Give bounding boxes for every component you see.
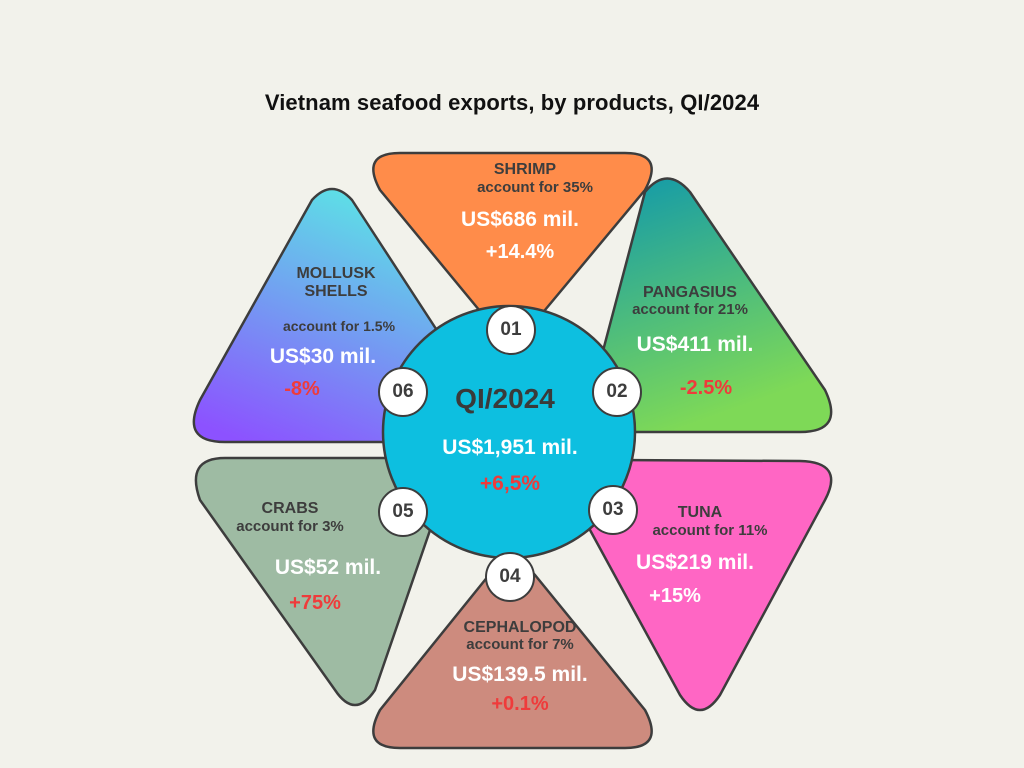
crabs-share: account for 3% — [236, 518, 344, 535]
shrimp-value: US$686 mil. — [461, 208, 579, 231]
infographic-title: Vietnam seafood exports, by products, QI… — [264, 90, 760, 115]
mollusk-name-line2: SHELLS — [304, 283, 368, 300]
mollusk-share: account for 1.5% — [282, 318, 396, 334]
crabs-name: CRABS — [261, 500, 319, 517]
cephalopod-value: US$139.5 mil. — [452, 663, 588, 686]
crabs-value: US$52 mil. — [274, 556, 382, 579]
tuna-name: TUNA — [677, 504, 723, 521]
crabs-change: +75% — [289, 592, 341, 614]
badge-02: 02 — [592, 367, 642, 417]
mollusk-change: -8% — [284, 378, 320, 400]
cephalopod-name: CEPHALOPOD — [463, 619, 577, 636]
shrimp-share: account for 35% — [477, 179, 593, 196]
badge-04: 04 — [485, 552, 535, 602]
badge-01: 01 — [486, 305, 536, 355]
center-period: QI/2024 — [455, 383, 555, 414]
center-total-value: US$1,951 mil. — [442, 436, 578, 459]
cephalopod-change: +0.1% — [491, 693, 549, 715]
tuna-change: +15% — [649, 585, 701, 607]
badge-05: 05 — [378, 487, 428, 537]
pangasius-share: account for 21% — [632, 301, 748, 318]
badge-03: 03 — [588, 485, 638, 535]
cephalopod-share: account for 7% — [466, 636, 574, 653]
shrimp-name: SHRIMP — [493, 161, 557, 178]
mollusk-value: US$30 mil. — [269, 345, 377, 368]
pangasius-change: -2.5% — [679, 377, 733, 399]
tuna-value: US$219 mil. — [636, 551, 754, 574]
badge-06: 06 — [378, 367, 428, 417]
mollusk-name-line1: MOLLUSK — [296, 265, 376, 282]
tuna-share: account for 11% — [652, 522, 768, 539]
pangasius-value: US$411 mil. — [636, 333, 754, 356]
center-total-change: +6,5% — [479, 472, 541, 495]
shrimp-change: +14.4% — [485, 241, 555, 263]
pangasius-name: PANGASIUS — [643, 284, 737, 301]
